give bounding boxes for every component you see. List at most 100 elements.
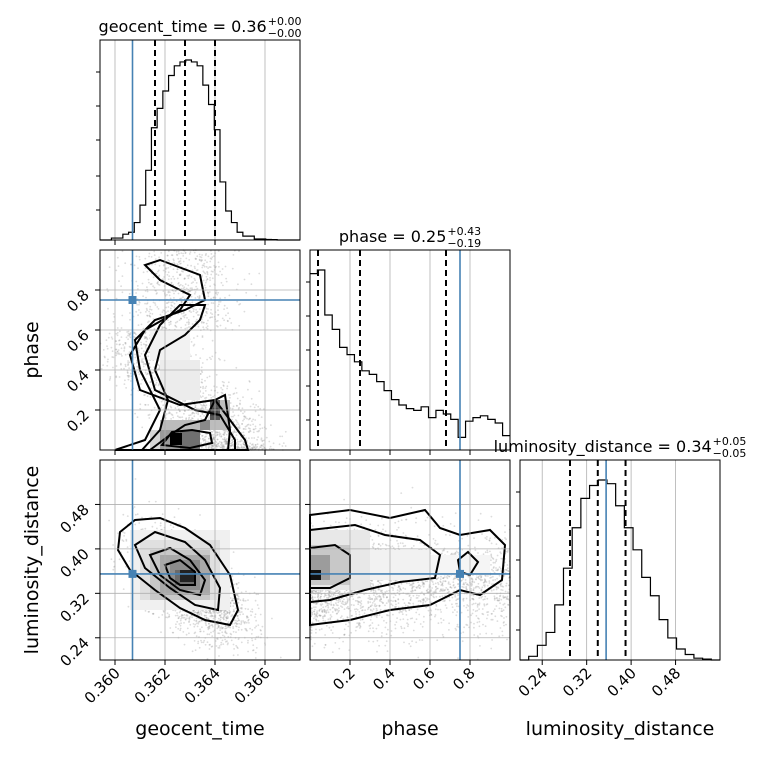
sample-point (474, 546, 476, 549)
sample-point (236, 397, 239, 400)
sample-point (221, 388, 224, 391)
sample-point (145, 340, 148, 343)
sample-point (195, 354, 197, 356)
sample-point (123, 532, 126, 534)
sample-point (209, 285, 212, 288)
sample-point (205, 326, 208, 329)
sample-point (157, 384, 160, 387)
sample-point (123, 367, 125, 370)
sample-point (196, 314, 199, 316)
sample-point (220, 446, 222, 449)
sample-point (130, 263, 133, 266)
sample-point (247, 650, 250, 653)
sample-point (243, 600, 245, 602)
sample-point (218, 303, 220, 306)
sample-point (196, 335, 199, 338)
sample-point (177, 627, 180, 630)
sample-point (210, 270, 213, 273)
sample-point (281, 445, 284, 447)
sample-point (203, 265, 206, 268)
sample-point (221, 317, 224, 320)
sample-point (211, 277, 214, 280)
sample-point (185, 287, 188, 290)
sample-point (374, 589, 377, 592)
sample-point (112, 313, 115, 315)
sample-point (238, 324, 241, 327)
sample-point (203, 271, 206, 274)
sample-point (178, 410, 181, 413)
sample-point (200, 639, 202, 642)
sample-point (183, 286, 186, 289)
sample-point (183, 412, 185, 415)
sample-point (109, 376, 112, 378)
sample-point (118, 558, 121, 561)
sample-point (154, 384, 157, 387)
sample-point (154, 302, 156, 304)
sample-point (108, 519, 110, 522)
sample-point (192, 623, 195, 625)
sample-point (271, 617, 273, 620)
sample-point (168, 275, 171, 277)
sample-point (211, 431, 214, 433)
sample-point (104, 356, 106, 359)
sample-point (252, 403, 255, 405)
sample-point (224, 438, 227, 441)
sample-point (230, 639, 233, 642)
sample-point (226, 430, 229, 433)
sample-point (175, 411, 178, 414)
sample-point (177, 257, 180, 260)
sample-point (148, 413, 151, 416)
sample-point (236, 421, 239, 424)
sample-point (207, 441, 209, 443)
sample-point (247, 445, 250, 447)
sample-point (202, 348, 204, 350)
sample-point (207, 292, 210, 295)
sample-point (106, 347, 109, 350)
sample-point (147, 278, 150, 281)
sample-point (209, 266, 212, 268)
sample-point (178, 416, 181, 419)
sample-point (243, 415, 246, 418)
sample-point (222, 384, 225, 387)
sample-point (128, 351, 131, 353)
sample-point (218, 645, 221, 647)
sample-point (210, 396, 213, 399)
sample-point (115, 269, 118, 272)
sample-point (248, 431, 251, 434)
sample-point (247, 431, 250, 433)
sample-point (220, 613, 223, 615)
sample-point (171, 414, 174, 416)
sample-point (102, 349, 105, 351)
sample-point (195, 622, 198, 625)
sample-point (133, 335, 135, 338)
panel-border (519, 459, 721, 661)
sample-point (175, 300, 178, 303)
sample-point (178, 319, 181, 321)
sample-point (201, 609, 204, 612)
sample-point (186, 317, 188, 319)
sample-point (254, 419, 257, 421)
sample-point (149, 308, 151, 311)
sample-point (204, 406, 207, 409)
sample-point (182, 252, 185, 255)
sample-point (219, 297, 222, 300)
sample-point (138, 522, 141, 524)
sample-point (146, 372, 149, 375)
sample-point (166, 254, 169, 257)
sample-point (127, 330, 130, 333)
sample-point (224, 443, 227, 445)
sample-point (167, 278, 170, 281)
sample-point (118, 339, 121, 342)
sample-point (190, 355, 192, 358)
sample-point (179, 317, 182, 320)
sample-point (140, 359, 143, 362)
sample-point (217, 309, 219, 312)
sample-point (154, 304, 157, 306)
sample-point (260, 444, 262, 447)
sample-point (217, 626, 220, 629)
sample-point (118, 353, 120, 356)
sample-point (177, 250, 180, 253)
sample-point (238, 626, 240, 629)
sample-point (204, 643, 207, 646)
sample-point (116, 350, 119, 353)
